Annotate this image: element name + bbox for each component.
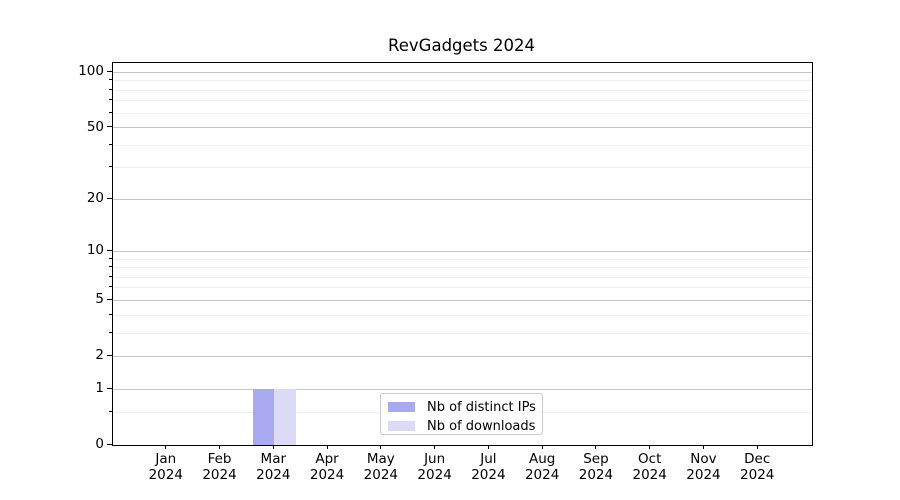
y-minor-tick — [109, 410, 112, 412]
grid-minor-line — [113, 267, 812, 269]
y-major-tick — [107, 70, 112, 72]
grid-minor-line — [113, 276, 812, 278]
grid-minor-line — [113, 167, 812, 169]
legend-label-distinct-ips: Nb of distinct IPs — [427, 399, 536, 415]
y-minor-tick — [109, 88, 112, 90]
grid-minor-line — [113, 80, 812, 82]
x-tick — [702, 445, 704, 449]
y-major-tick — [107, 298, 112, 300]
grid-minor-line — [113, 112, 812, 114]
y-tick-label: 10 — [86, 242, 104, 259]
y-major-tick — [107, 197, 112, 199]
y-minor-tick — [109, 111, 112, 113]
grid-minor-line — [113, 314, 812, 316]
x-tick-label: Dec 2024 — [740, 451, 775, 483]
x-tick-label: Apr 2024 — [309, 451, 345, 483]
y-major-tick — [107, 354, 112, 356]
y-minor-tick — [109, 166, 112, 168]
x-tick-label: Aug 2024 — [524, 451, 560, 483]
legend-label-downloads: Nb of downloads — [427, 418, 536, 434]
grid-major-line — [113, 355, 812, 357]
bar-nb-of-downloads-mar — [274, 389, 296, 445]
y-major-tick — [107, 126, 112, 128]
bar-nb-of-distinct-ips-mar — [252, 389, 275, 445]
x-tick — [434, 445, 436, 449]
y-minor-tick — [109, 99, 112, 101]
y-major-tick — [107, 249, 112, 251]
x-tick-label: Sep 2024 — [578, 451, 614, 483]
x-tick — [595, 445, 597, 449]
x-tick — [649, 445, 651, 449]
y-major-tick — [107, 387, 112, 389]
x-tick-label: Oct 2024 — [632, 451, 667, 483]
x-tick-label: Jun 2024 — [417, 451, 452, 483]
legend-item-downloads: Nb of downloads — [388, 418, 536, 434]
x-tick-label: Mar 2024 — [256, 451, 291, 483]
x-tick-label: Nov 2024 — [686, 451, 721, 483]
y-minor-tick — [109, 143, 112, 145]
grid-minor-line — [113, 258, 812, 260]
x-tick-label: Jan 2024 — [148, 451, 183, 483]
x-tick — [541, 445, 543, 449]
grid-major-line — [113, 198, 812, 200]
y-tick-label: 5 — [95, 291, 104, 308]
legend-swatch-distinct-ips — [388, 401, 415, 413]
x-tick — [272, 445, 274, 449]
grid-minor-line — [113, 332, 812, 334]
grid-major-line — [113, 388, 812, 390]
y-minor-tick — [109, 266, 112, 268]
y-minor-tick — [109, 257, 112, 259]
legend-item-distinct-ips: Nb of distinct IPs — [388, 399, 536, 415]
y-minor-tick — [109, 79, 112, 81]
y-tick-label: 20 — [86, 190, 104, 207]
grid-minor-line — [113, 100, 812, 102]
x-tick — [380, 445, 382, 449]
grid-minor-line — [113, 287, 812, 289]
plot-area: Nb of distinct IPs Nb of downloads — [112, 62, 813, 446]
y-minor-tick — [109, 275, 112, 277]
x-tick — [326, 445, 328, 449]
grid-major-line — [113, 127, 812, 129]
grid-major-line — [113, 71, 812, 73]
x-tick-label: May 2024 — [363, 451, 399, 483]
y-tick-label: 2 — [95, 347, 104, 364]
grid-major-line — [113, 250, 812, 252]
y-major-tick — [107, 443, 112, 445]
y-minor-tick — [109, 331, 112, 333]
x-tick-label: Jul 2024 — [471, 451, 506, 483]
grid-major-line — [113, 299, 812, 301]
y-tick-label: 1 — [95, 380, 104, 397]
y-minor-tick — [109, 286, 112, 288]
y-tick-label: 0 — [95, 436, 104, 452]
y-tick-label: 50 — [86, 118, 104, 135]
grid-minor-line — [113, 144, 812, 146]
x-tick — [165, 445, 167, 449]
legend: Nb of distinct IPs Nb of downloads — [380, 393, 543, 435]
legend-swatch-downloads — [388, 420, 415, 432]
y-minor-tick — [109, 313, 112, 315]
chart-title: RevGadgets 2024 — [388, 36, 535, 55]
x-tick-label: Feb 2024 — [202, 451, 237, 483]
x-tick — [219, 445, 221, 449]
grid-minor-line — [113, 89, 812, 91]
x-tick — [756, 445, 758, 449]
y-tick-label: 100 — [78, 63, 104, 80]
x-tick — [487, 445, 489, 449]
